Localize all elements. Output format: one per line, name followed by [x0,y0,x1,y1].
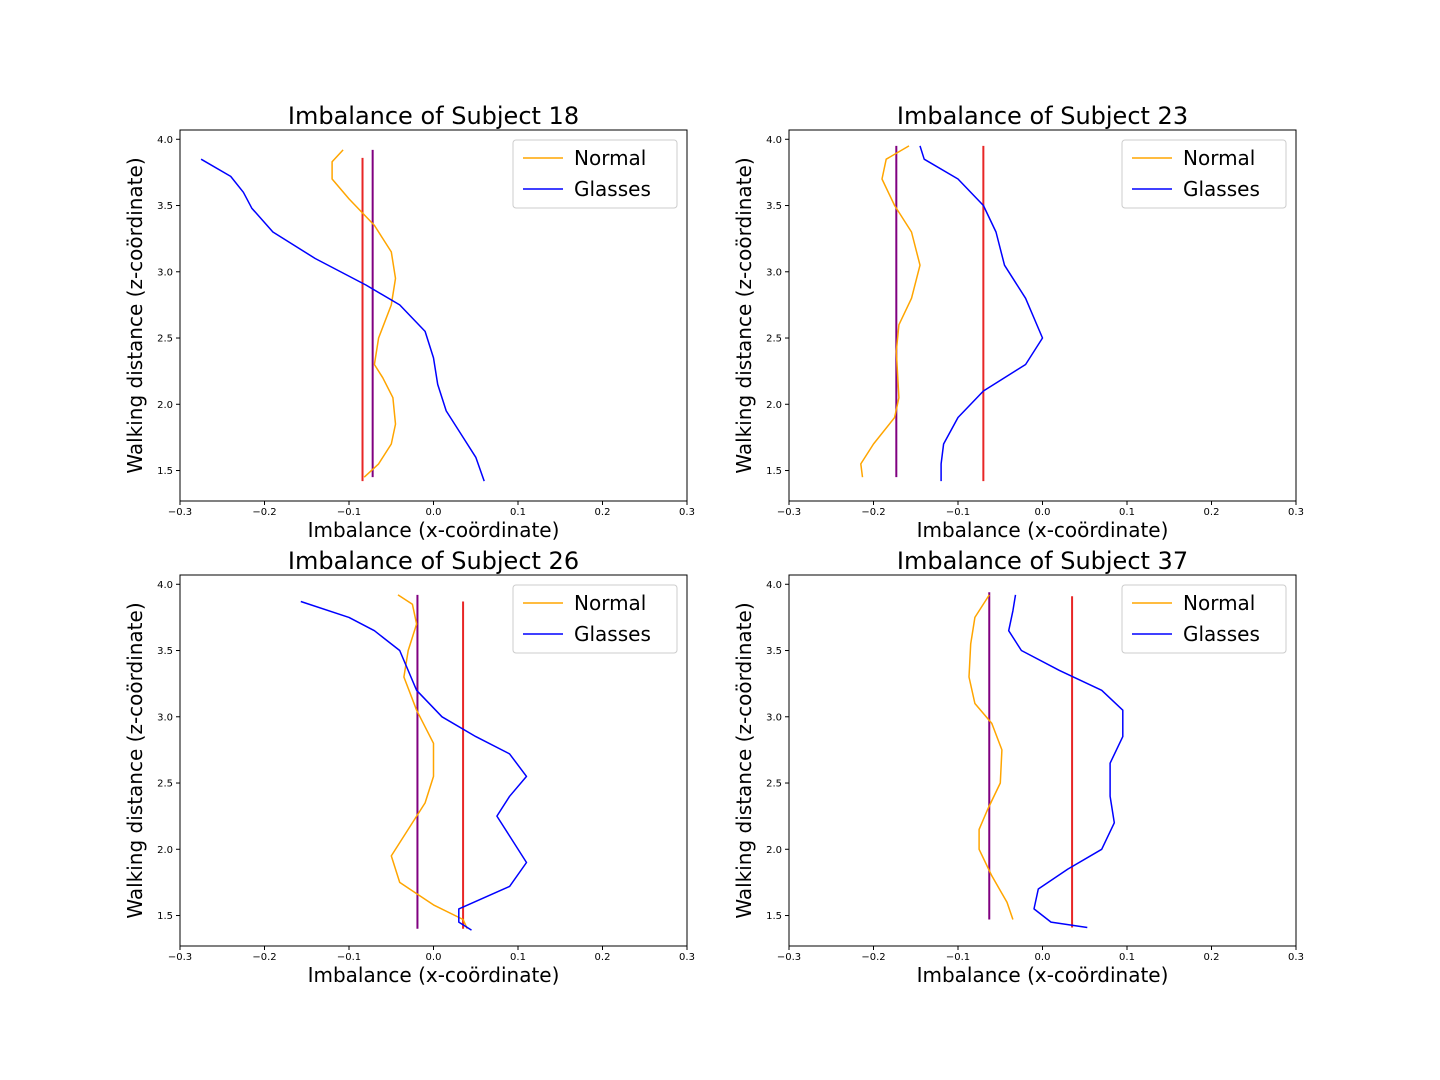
y-tick-label: 3.0 [157,712,173,723]
x-tick-label: −0.1 [337,952,361,963]
x-tick-label: 0.3 [679,952,695,963]
x-tick-label: 0.1 [1119,507,1135,518]
series-line-normal [860,145,921,478]
series-line-glasses [200,158,485,482]
y-axis-label: Walking distance (z-coördinate) [123,157,147,473]
x-tick-label: 0.0 [426,507,442,518]
y-tick-label: 1.5 [157,466,173,477]
x-tick-label: −0.1 [946,952,970,963]
y-tick-label: 3.5 [766,646,782,657]
x-tick-label: 0.0 [426,952,442,963]
x-tick-label: −0.3 [168,507,192,518]
x-tick-label: 0.0 [1035,952,1051,963]
y-tick-label: 2.5 [766,334,782,345]
y-tick-label: 3.0 [157,267,173,278]
x-tick-label: 0.2 [1204,507,1220,518]
legend-label-glasses: Glasses [574,622,651,646]
x-axis-label: Imbalance (x-coördinate) [308,518,560,542]
x-tick-label: 0.3 [1288,507,1304,518]
legend-label-normal: Normal [1183,591,1255,615]
x-tick-label: −0.2 [861,507,885,518]
chart-title: Imbalance of Subject 26 [288,547,579,575]
legend-label-normal: Normal [1183,146,1255,170]
y-tick-label: 3.5 [157,201,173,212]
x-tick-label: 0.2 [595,952,611,963]
y-axis-label: Walking distance (z-coördinate) [732,602,756,918]
x-tick-label: −0.3 [777,952,801,963]
x-tick-label: 0.0 [1035,507,1051,518]
x-tick-label: 0.1 [1119,952,1135,963]
y-tick-label: 3.0 [766,712,782,723]
subplot-3: Imbalance of Subject 26 −0.3 −0.2 −0.1 0.0 0.… [123,547,695,987]
y-tick-label: 4.0 [157,135,173,146]
y-tick-label: 2.0 [157,845,173,856]
legend-box [512,584,678,654]
y-tick-label: 4.0 [766,580,782,591]
y-tick-label: 2.5 [157,334,173,345]
legend: Normal Glasses [1121,139,1287,209]
legend-label-normal: Normal [574,591,646,615]
legend: Normal Glasses [512,584,678,654]
y-tick-label: 4.0 [157,580,173,591]
series-line-normal [331,149,397,478]
x-tick-label: −0.2 [252,507,276,518]
x-tick-label: 0.1 [510,507,526,518]
series-line-glasses [1007,594,1124,929]
y-tick-label: 2.5 [157,779,173,790]
x-tick-label: −0.1 [946,507,970,518]
x-tick-label: 0.3 [1288,952,1304,963]
y-tick-label: 3.5 [157,646,173,657]
y-tick-label: 4.0 [766,135,782,146]
subplot-2: Imbalance of Subject 23 −0.3 −0.2 −0.1 0.0 0.… [732,102,1304,542]
chart-title: Imbalance of Subject 18 [288,102,579,130]
subplot-1: Imbalance of Subject 18 −0.3 −0.2 −0.1 0.0 0.… [123,102,695,542]
legend-label-glasses: Glasses [1183,622,1260,646]
x-tick-label: 0.1 [510,952,526,963]
legend: Normal Glasses [1121,584,1287,654]
x-tick-label: −0.2 [861,952,885,963]
legend-box [1121,584,1287,654]
x-tick-label: −0.2 [252,952,276,963]
series-line-normal [968,594,1014,920]
legend-label-normal: Normal [574,146,646,170]
y-axis-label: Walking distance (z-coördinate) [123,602,147,918]
x-tick-label: −0.1 [337,507,361,518]
y-tick-label: 1.5 [766,911,782,922]
series-line-normal [390,594,468,930]
chart-title: Imbalance of Subject 37 [897,547,1188,575]
legend: Normal Glasses [512,139,678,209]
x-axis-label: Imbalance (x-coördinate) [308,963,560,987]
x-axis-label: Imbalance (x-coördinate) [917,518,1169,542]
y-tick-label: 2.0 [766,400,782,411]
legend-label-glasses: Glasses [1183,177,1260,201]
legend-box [512,139,678,209]
y-axis-label: Walking distance (z-coördinate) [732,157,756,473]
x-tick-label: 0.3 [679,507,695,518]
chart-title: Imbalance of Subject 23 [897,102,1188,130]
x-tick-label: 0.2 [1204,952,1220,963]
y-tick-label: 2.0 [766,845,782,856]
legend-label-glasses: Glasses [574,177,651,201]
x-tick-label: −0.3 [777,507,801,518]
y-tick-label: 3.0 [766,267,782,278]
subplot-4: Imbalance of Subject 37 −0.3 −0.2 −0.1 0.0 0.… [732,547,1304,987]
x-axis-label: Imbalance (x-coördinate) [917,963,1169,987]
series-line-glasses [919,145,1044,482]
x-tick-label: −0.3 [168,952,192,963]
y-tick-label: 3.5 [766,201,782,212]
y-tick-label: 2.0 [157,400,173,411]
series-line-glasses [300,600,528,931]
legend-box [1121,139,1287,209]
x-tick-label: 0.2 [595,507,611,518]
y-tick-label: 1.5 [157,911,173,922]
y-tick-label: 2.5 [766,779,782,790]
y-tick-label: 1.5 [766,466,782,477]
